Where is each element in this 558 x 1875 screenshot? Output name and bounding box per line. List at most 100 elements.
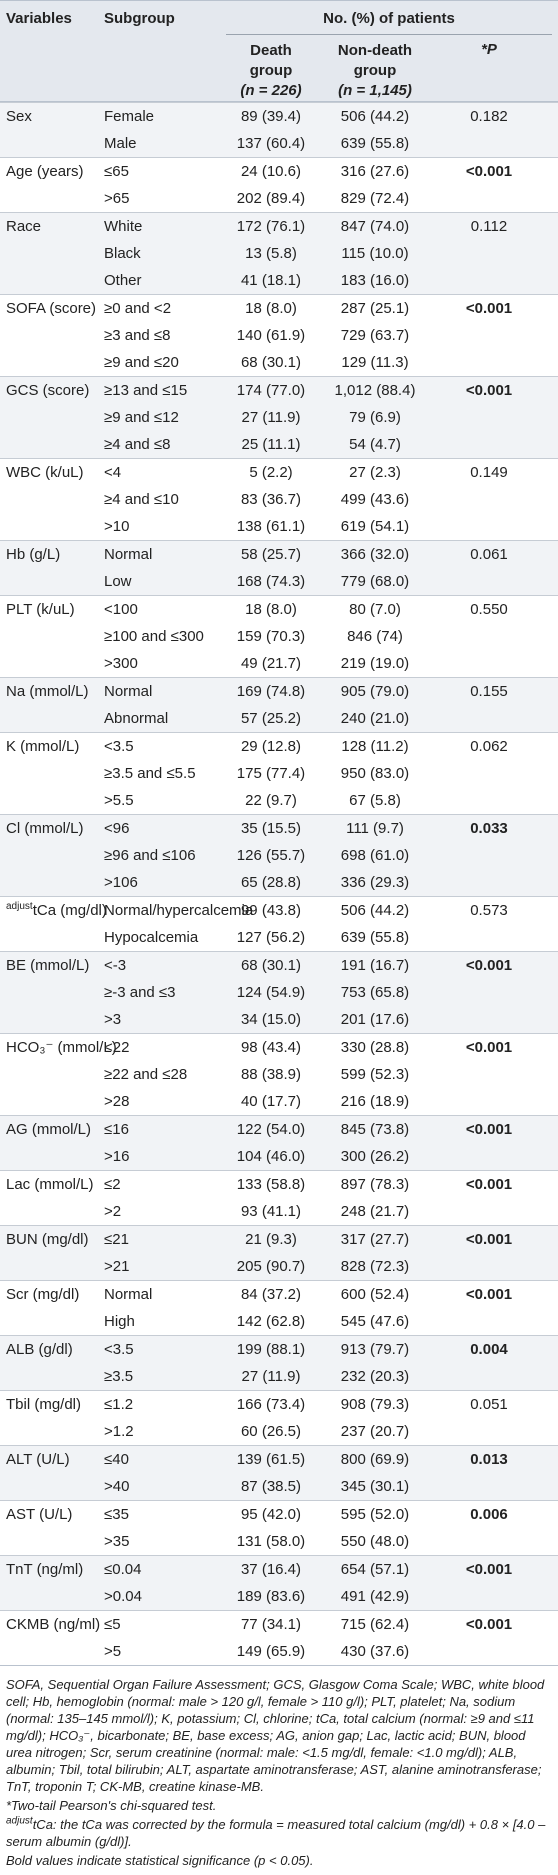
col-p-value: *P	[481, 41, 497, 58]
death-cell: 21 (9.3)	[245, 1231, 297, 1248]
nondeath-cell: 491 (42.9)	[340, 1588, 410, 1605]
variable-label: GCS (score)	[6, 382, 90, 399]
col-variables: Variables	[6, 10, 72, 27]
variable-cell: AST (U/L)	[6, 1501, 72, 1528]
nondeath-cell: 908 (79.3)	[340, 1396, 410, 1413]
table-row: >5 149 (65.9) 430 (37.6)	[0, 1638, 558, 1665]
subgroup-cell: ≤16	[104, 1121, 129, 1138]
table-row: AG (mmol/L) ≤16 122 (54.0) 845 (73.8) <0.001	[0, 1115, 558, 1143]
variable-cell: Na (mmol/L)	[6, 678, 89, 705]
death-cell: 199 (88.1)	[236, 1341, 306, 1358]
variable-cell: WBC (k/uL)	[6, 459, 84, 486]
subgroup-cell: ≥96 and ≤106	[104, 847, 196, 864]
variable-label: BUN (mg/dl)	[6, 1231, 89, 1248]
subgroup-cell: ≥4 and ≤8	[104, 436, 171, 453]
subgroup-cell: >16	[104, 1148, 130, 1165]
table-row: Sex Female 89 (39.4) 506 (44.2) 0.182	[0, 102, 558, 130]
subgroup-cell: <100	[104, 601, 138, 618]
death-cell: 65 (28.8)	[240, 874, 302, 891]
death-cell: 124 (54.9)	[236, 984, 306, 1001]
subgroup-cell: Normal	[104, 683, 153, 700]
nondeath-cell: 729 (63.7)	[340, 327, 410, 344]
variable-cell: HCO₃⁻ (mmol/L)	[6, 1034, 117, 1061]
footnote-chi: *Two-tail Pearson's chi-squared test.	[6, 1798, 217, 1813]
table-row: ≥4 and ≤8 25 (11.1) 54 (4.7)	[0, 431, 558, 458]
table-row: ALB (g/dl) <3.5 199 (88.1) 913 (79.7) 0.004	[0, 1335, 558, 1363]
p-value-cell: <0.001	[465, 300, 513, 317]
table-row: >300 49 (21.7) 219 (19.0)	[0, 650, 558, 677]
subgroup-cell: High	[104, 1313, 135, 1330]
p-value-cell: 0.062	[470, 738, 508, 755]
death-cell: 95 (42.0)	[240, 1506, 302, 1523]
table-row: >106 65 (28.8) 336 (29.3)	[0, 869, 558, 896]
table-row: K (mmol/L) <3.5 29 (12.8) 128 (11.2) 0.062	[0, 732, 558, 760]
footnote-abbreviations: SOFA, Sequential Organ Failure Assessmen…	[6, 1677, 545, 1794]
nondeath-cell: 550 (48.0)	[340, 1533, 410, 1550]
nondeath-cell: 54 (4.7)	[349, 436, 401, 453]
subgroup-cell: >40	[104, 1478, 130, 1495]
nondeath-cell: 330 (28.8)	[340, 1039, 410, 1056]
death-cell: 189 (83.6)	[236, 1588, 306, 1605]
p-value-cell: <0.001	[465, 1286, 513, 1303]
subgroup-cell: ≥9 and ≤20	[104, 354, 179, 371]
p-value-cell: <0.001	[465, 1616, 513, 1633]
variable-cell: SOFA (score)	[6, 295, 96, 322]
nondeath-cell: 897 (78.3)	[340, 1176, 410, 1193]
table-row: >3 34 (15.0) 201 (17.6)	[0, 1006, 558, 1033]
footnote-adjust: adjusttCa: the tCa was corrected by the …	[6, 1816, 552, 1850]
variable-cell: Tbil (mg/dl)	[6, 1391, 81, 1418]
nondeath-cell: 829 (72.4)	[340, 190, 410, 207]
p-value-cell: 0.149	[470, 464, 508, 481]
nondeath-cell: 129 (11.3)	[341, 354, 409, 371]
table-row: Cl (mmol/L) <96 35 (15.5) 111 (9.7) 0.033	[0, 814, 558, 842]
subgroup-cell: >5	[104, 1643, 122, 1660]
death-cell: 24 (10.6)	[240, 163, 302, 180]
table-row: CKMB (ng/ml) ≤5 77 (34.1) 715 (62.4) <0.001	[0, 1610, 558, 1638]
table-row: ≥100 and ≤300 159 (70.3) 846 (74)	[0, 623, 558, 650]
variable-cell: K (mmol/L)	[6, 733, 79, 760]
nondeath-cell: 79 (6.9)	[349, 409, 401, 426]
subgroup-cell: ≥9 and ≤12	[104, 409, 179, 426]
subgroup-cell: <22	[104, 1039, 130, 1056]
nondeath-cell: 545 (47.6)	[340, 1313, 410, 1330]
p-value-cell: 0.112	[470, 218, 508, 235]
p-value-cell: <0.001	[465, 1039, 513, 1056]
subgroup-cell: ≤40	[104, 1451, 129, 1468]
death-cell: 169 (74.8)	[236, 683, 306, 700]
death-cell: 87 (38.5)	[240, 1478, 302, 1495]
subgroup-cell: Other	[104, 272, 142, 289]
p-value-cell: 0.013	[470, 1451, 508, 1468]
death-cell: 166 (73.4)	[236, 1396, 306, 1413]
nondeath-cell: 800 (69.9)	[340, 1451, 410, 1468]
variable-label: Scr (mg/dl)	[6, 1286, 80, 1303]
nondeath-cell: 779 (68.0)	[340, 573, 410, 590]
death-cell: 202 (89.4)	[236, 190, 306, 207]
table-row: ≥96 and ≤106 126 (55.7) 698 (61.0)	[0, 842, 558, 869]
p-value-cell: <0.001	[465, 382, 513, 399]
subgroup-cell: ≤35	[104, 1506, 129, 1523]
nondeath-cell: 317 (27.7)	[340, 1231, 410, 1248]
subgroup-cell: ≤65	[104, 163, 129, 180]
death-cell: 137 (60.4)	[236, 135, 306, 152]
death-cell: 138 (61.1)	[236, 518, 306, 535]
subgroup-cell: ≤5	[104, 1616, 121, 1633]
death-cell: 13 (5.8)	[245, 245, 297, 262]
death-cell: 57 (25.2)	[240, 710, 302, 727]
p-value-cell: 0.051	[470, 1396, 508, 1413]
variable-label: tCa (mg/dl)	[32, 902, 107, 919]
p-value-cell: 0.550	[470, 601, 508, 618]
table-row: >16 104 (46.0) 300 (26.2)	[0, 1143, 558, 1170]
variable-label: Age (years)	[6, 163, 84, 180]
nondeath-cell: 300 (26.2)	[340, 1148, 410, 1165]
p-value-cell: 0.006	[470, 1506, 508, 1523]
table-row: BUN (mg/dl) ≤21 21 (9.3) 317 (27.7) <0.001	[0, 1225, 558, 1253]
death-cell: 27 (11.9)	[241, 409, 301, 426]
death-cell: 84 (37.2)	[240, 1286, 302, 1303]
subgroup-cell: >3	[104, 1011, 122, 1028]
variable-label: ALB (g/dl)	[6, 1341, 73, 1358]
table-row: SOFA (score) ≥0 and <2 18 (8.0) 287 (25.1) <…	[0, 294, 558, 322]
nondeath-cell: 506 (44.2)	[340, 902, 410, 919]
variable-label: CKMB (ng/ml)	[6, 1616, 101, 1633]
death-cell: 18 (8.0)	[245, 300, 297, 317]
subgroup-cell: ≥3.5	[104, 1368, 134, 1385]
